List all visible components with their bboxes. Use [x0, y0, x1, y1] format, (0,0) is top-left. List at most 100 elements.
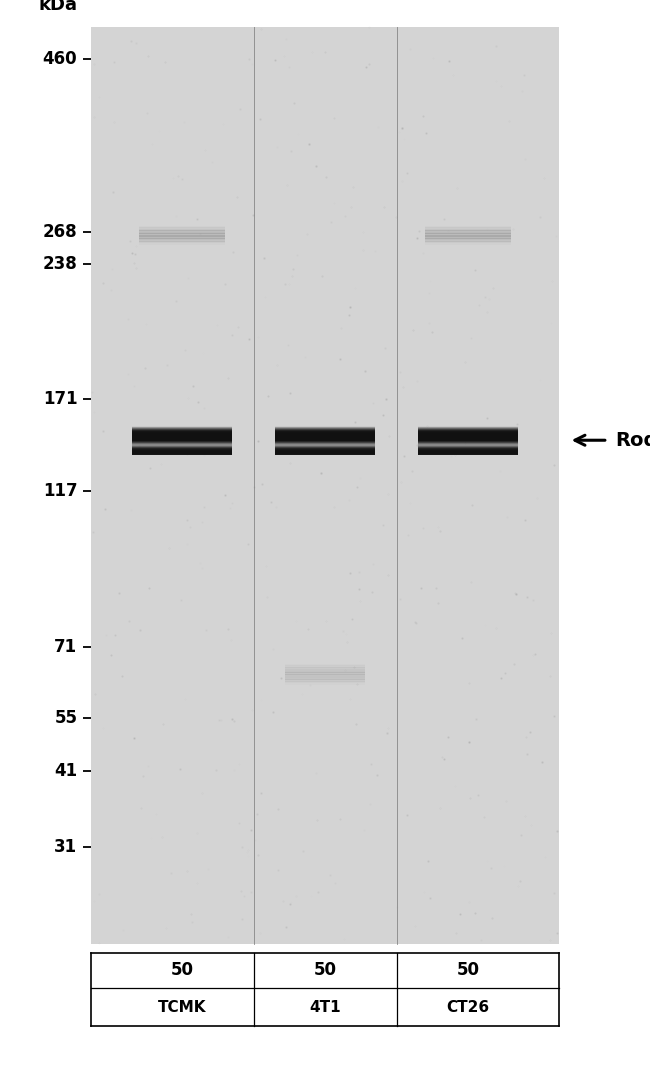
Text: 41: 41: [54, 763, 77, 780]
Bar: [285, 669, 365, 671]
Bar: [132, 439, 232, 442]
Text: 50: 50: [456, 961, 480, 980]
Bar: [418, 441, 518, 445]
Bar: [132, 446, 232, 449]
Bar: [139, 238, 225, 241]
Bar: [275, 436, 375, 439]
Bar: [418, 431, 518, 434]
Bar: [275, 441, 375, 445]
Bar: [275, 442, 375, 446]
Bar: [418, 425, 518, 428]
Bar: [418, 441, 518, 445]
Text: 55: 55: [55, 709, 77, 726]
Text: 268: 268: [43, 223, 77, 241]
Bar: [275, 436, 375, 439]
Bar: [275, 438, 375, 441]
Bar: [285, 671, 365, 673]
Bar: [132, 445, 232, 448]
Bar: [132, 442, 232, 446]
Bar: [132, 436, 232, 439]
Text: 50: 50: [313, 961, 337, 980]
Text: 50: 50: [170, 961, 194, 980]
Bar: [418, 434, 518, 437]
Bar: [132, 435, 232, 438]
Bar: [425, 230, 511, 232]
Bar: [139, 233, 225, 235]
Bar: [275, 437, 375, 440]
Bar: [285, 667, 365, 669]
Bar: [425, 226, 511, 228]
Bar: [275, 445, 375, 448]
Bar: [425, 240, 511, 242]
Bar: [91, 27, 559, 944]
Bar: [418, 433, 518, 436]
Bar: [132, 432, 232, 435]
Bar: [139, 243, 225, 245]
Bar: [132, 434, 232, 437]
Bar: [275, 443, 375, 447]
Bar: [139, 229, 225, 231]
Bar: [139, 242, 225, 244]
Bar: [418, 436, 518, 439]
Bar: [275, 451, 375, 454]
Bar: [275, 450, 375, 453]
Bar: [285, 666, 365, 668]
Bar: [425, 238, 511, 241]
Bar: [275, 431, 375, 434]
Bar: [132, 447, 232, 450]
Bar: [285, 678, 365, 680]
Bar: [139, 227, 225, 229]
Bar: [418, 443, 518, 447]
Bar: [275, 434, 375, 437]
Bar: [132, 449, 232, 452]
Bar: [285, 675, 365, 678]
Bar: [132, 440, 232, 443]
Bar: [275, 427, 375, 431]
Text: CT26: CT26: [447, 999, 489, 1014]
Bar: [418, 447, 518, 450]
Bar: [418, 427, 518, 431]
Bar: [418, 428, 518, 432]
Bar: [275, 451, 375, 455]
Bar: [285, 680, 365, 682]
Bar: [132, 431, 232, 434]
Bar: [285, 683, 365, 685]
Bar: [418, 447, 518, 450]
Bar: [275, 432, 375, 435]
Bar: [418, 435, 518, 438]
Bar: [418, 446, 518, 449]
Bar: [418, 440, 518, 443]
Bar: [275, 440, 375, 443]
Bar: [275, 431, 375, 434]
Bar: [132, 427, 232, 431]
Bar: [275, 448, 375, 451]
Bar: [418, 429, 518, 433]
Bar: [418, 448, 518, 451]
Bar: [418, 450, 518, 453]
Bar: [275, 426, 375, 429]
Bar: [139, 230, 225, 232]
Bar: [275, 449, 375, 452]
Bar: [275, 429, 375, 433]
Bar: [425, 232, 511, 234]
Bar: [418, 449, 518, 452]
Bar: [275, 425, 375, 428]
Bar: [139, 232, 225, 234]
Bar: [132, 441, 232, 445]
Bar: [418, 442, 518, 446]
Bar: [285, 672, 365, 674]
Bar: [132, 433, 232, 436]
Bar: [139, 240, 225, 242]
Bar: [425, 235, 511, 237]
Bar: [418, 445, 518, 448]
Bar: [139, 226, 225, 228]
Bar: [425, 242, 511, 244]
Bar: [418, 451, 518, 454]
Text: Roquin: Roquin: [616, 431, 650, 450]
Bar: [132, 451, 232, 454]
Bar: [275, 446, 375, 449]
Text: kDa: kDa: [39, 0, 78, 14]
Text: TCMK: TCMK: [158, 999, 206, 1014]
Bar: [132, 443, 232, 447]
Bar: [132, 426, 232, 429]
